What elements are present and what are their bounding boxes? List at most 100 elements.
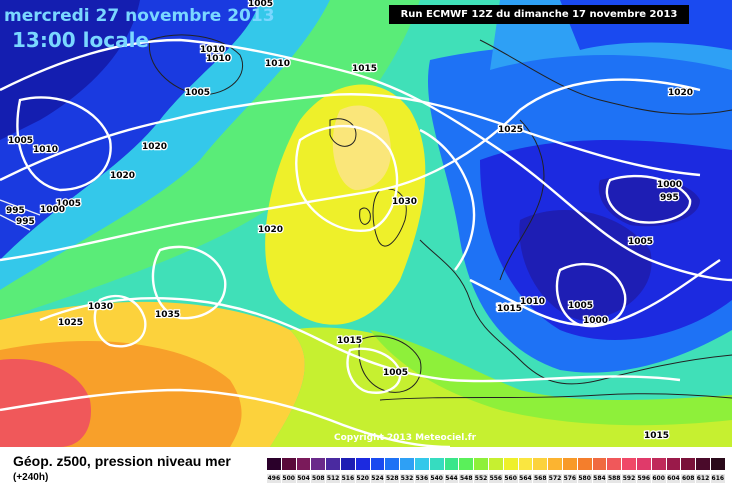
isobar-label: 1025 [58, 318, 83, 328]
color-scale-label: 520 [355, 474, 371, 483]
color-swatch [385, 458, 401, 470]
color-swatch [281, 458, 297, 470]
isobar-label: 1005 [8, 136, 33, 146]
forecast-time: 13:00 locale [12, 28, 149, 52]
color-scale-label: 616 [710, 474, 726, 483]
color-swatch [533, 458, 549, 470]
isobar-label: 1015 [496, 303, 521, 313]
isobar-label: 1005 [383, 368, 408, 378]
color-scale-label: 608 [681, 474, 697, 483]
isobar-label: 995 [6, 206, 25, 216]
color-swatch [340, 458, 356, 470]
color-scale-label: 612 [696, 474, 711, 483]
color-swatch [296, 458, 312, 470]
isobar-label: 1005 [185, 88, 210, 98]
isobar-label: 995 [16, 217, 35, 227]
isobar-label: 1005 [56, 199, 81, 209]
isobar-label: 1010 [33, 145, 58, 155]
color-swatch [355, 458, 371, 470]
color-swatch [474, 458, 489, 470]
isobar-label: 1020 [110, 171, 135, 181]
color-scale-label: 592 [622, 474, 637, 483]
isobar-label: 1020 [668, 88, 693, 98]
isobar-label: 1025 [498, 125, 523, 135]
color-swatch [592, 458, 608, 470]
color-swatch [414, 458, 430, 470]
color-swatch [666, 458, 682, 470]
isobar-label: 1010 [265, 59, 290, 69]
color-swatch [681, 458, 697, 470]
color-scale-label: 540 [429, 474, 445, 483]
color-scale-label: 556 [488, 474, 504, 483]
isobar-label: 1020 [142, 142, 167, 152]
color-swatch [636, 458, 652, 470]
color-scale-label: 596 [636, 474, 652, 483]
color-scale-label: 536 [414, 474, 430, 483]
color-swatch [459, 458, 475, 470]
color-scale-label: 560 [503, 474, 519, 483]
color-swatch [710, 458, 726, 470]
color-swatch [488, 458, 504, 470]
color-swatch [562, 458, 578, 470]
color-scale-label: 500 [281, 474, 297, 483]
color-scale-label: 544 [444, 474, 460, 483]
color-scale-label: 584 [592, 474, 608, 483]
color-scale-label: 600 [651, 474, 667, 483]
color-swatch [622, 458, 637, 470]
isobar-label: 1020 [258, 225, 283, 235]
color-scale-label: 564 [518, 474, 534, 483]
color-scale-label: 552 [474, 474, 489, 483]
color-scale-label: 504 [296, 474, 312, 483]
color-scale-label: 548 [459, 474, 475, 483]
isobar-label: 1000 [583, 316, 608, 326]
color-swatch [548, 458, 563, 470]
copyright-text: Copyright 2013 Meteociel.fr [334, 433, 477, 443]
color-swatch [607, 458, 623, 470]
color-scale-label: 580 [577, 474, 593, 483]
color-swatch [577, 458, 593, 470]
color-scale-label: 588 [607, 474, 623, 483]
isobar-label: 1005 [568, 301, 593, 311]
color-scale-label: 568 [533, 474, 549, 483]
color-swatch [518, 458, 534, 470]
color-scale-label: 528 [385, 474, 401, 483]
color-swatch [326, 458, 341, 470]
color-swatch [651, 458, 667, 470]
isobar-label: 1015 [644, 431, 669, 441]
isobar-label: 1005 [248, 0, 273, 9]
color-swatch [503, 458, 519, 470]
color-swatch [400, 458, 415, 470]
color-scale-label: 576 [562, 474, 578, 483]
color-scale-label: 572 [548, 474, 563, 483]
isobar-label: 1005 [628, 237, 653, 247]
color-scale-label: 516 [340, 474, 356, 483]
isobar-label: 1015 [337, 336, 362, 346]
color-swatch [311, 458, 327, 470]
color-scale-label: 496 [267, 474, 282, 483]
color-swatch [370, 458, 386, 470]
run-info: Run ECMWF 12Z du dimanche 17 novembre 20… [389, 5, 689, 24]
isobar-label: 1010 [200, 45, 225, 55]
color-scale-label: 604 [666, 474, 682, 483]
isobar-label: 1000 [40, 205, 65, 215]
color-swatch [444, 458, 460, 470]
forecast-date: mercredi 27 novembre 2013 [4, 6, 275, 26]
isobar-label: 1015 [497, 304, 522, 314]
color-swatch [696, 458, 711, 470]
color-scale [267, 458, 726, 470]
color-scale-label: 508 [311, 474, 327, 483]
isobar-label: 1030 [88, 302, 113, 312]
isobar-label: 1015 [352, 64, 377, 74]
isobar-label: 1030 [392, 197, 417, 207]
color-scale-label: 512 [326, 474, 341, 483]
color-swatch [429, 458, 445, 470]
isobar-label: 1035 [155, 310, 180, 320]
color-scale-label: 524 [370, 474, 386, 483]
forecast-range: (+240h) [13, 472, 49, 483]
isobar-label: 1000 [657, 180, 682, 190]
isobar-label: 995 [660, 193, 679, 203]
map-title: Géop. z500, pression niveau mer [13, 453, 231, 469]
color-scale-labels: 496 500 504 508 512 516 520 524 528 532 536 540 544 5… [267, 474, 726, 483]
isobar-label: 1010 [206, 54, 231, 64]
